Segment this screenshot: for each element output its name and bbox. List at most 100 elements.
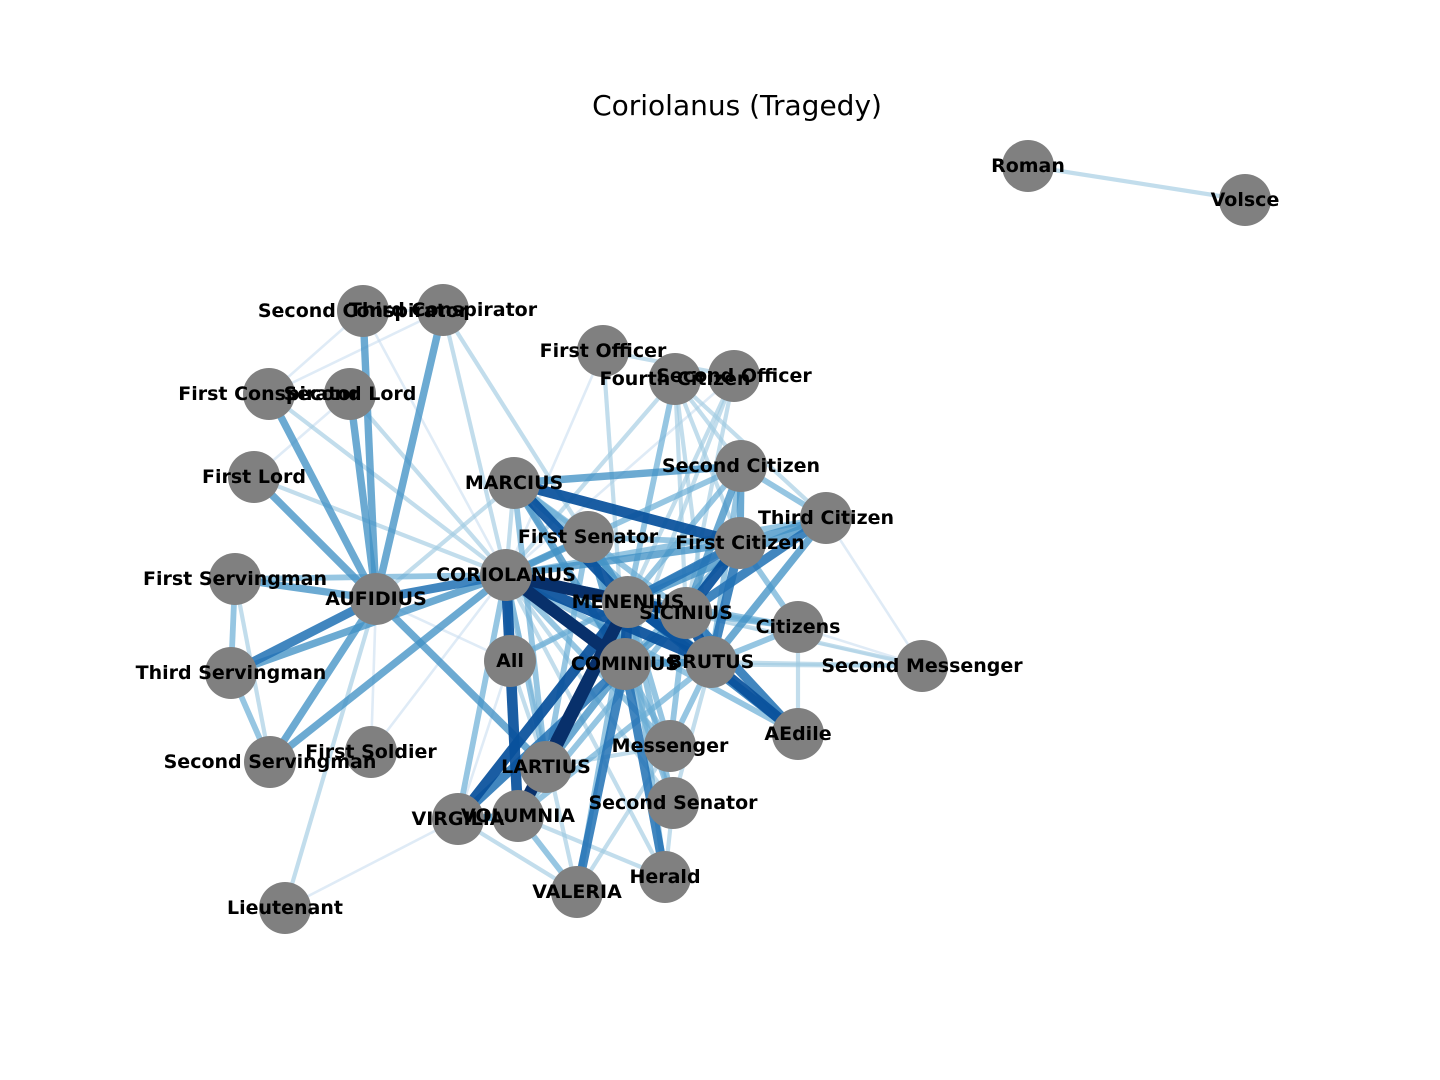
figure-title: Coriolanus (Tragedy) (592, 89, 882, 122)
node-label-aedile: AEdile (764, 723, 831, 745)
edge-all-virgilia (456, 660, 512, 820)
edge-cominius-valeria (572, 663, 630, 893)
edge-coriolanus-volumnia (500, 574, 524, 817)
node-second-citizen (715, 440, 767, 492)
edge-coriolanus-first-lord (253, 475, 507, 577)
node-label-third-citizen: Third Citizen (758, 507, 894, 529)
node-virgilia (432, 793, 484, 845)
node-label-second-servingman: Second Servingman (164, 751, 377, 773)
node-third-servingman (205, 647, 257, 699)
node-lartius (520, 741, 572, 793)
node-menenius (602, 576, 654, 628)
node-citizens (772, 601, 824, 653)
node-valeria (551, 866, 603, 918)
node-label-second-senator: Second Senator (588, 792, 758, 814)
node-label-second-citizen: Second Citizen (662, 455, 820, 477)
edge-marcius-second-citizen (513, 462, 742, 487)
edge-coriolanus-first-citizen (505, 539, 741, 579)
node-label-lieutenant: Lieutenant (227, 897, 343, 919)
node-label-marcius: MARCIUS (465, 472, 563, 494)
edge-brutus-third-citizen (708, 515, 829, 665)
edge-aufidius-third-servingman (228, 594, 379, 678)
node-first-senator (562, 511, 614, 563)
edge-coriolanus-second-conspirator (361, 310, 508, 576)
node-aufidius (350, 573, 402, 625)
node-label-messenger: Messenger (612, 735, 729, 757)
node-messenger (644, 720, 696, 772)
node-label-first-lord: First Lord (202, 466, 306, 488)
edge-menenius-second-citizen (625, 464, 744, 604)
edge-aufidius-third-conspirator (372, 309, 447, 600)
node-label-volumnia: VOLUMNIA (461, 805, 575, 827)
edge-valeria-messenger (575, 744, 672, 894)
edge-aufidius-marcius (374, 481, 516, 601)
node-label-menenius: MENENIUS (572, 591, 685, 613)
node-label-first-servingman: First Servingman (143, 568, 327, 590)
node-label-coriolanus: CORIOLANUS (436, 564, 576, 586)
edge-aufidius-second-conspirator (359, 310, 380, 600)
node-aedile (772, 708, 824, 760)
node-cominius (599, 638, 651, 690)
edge-first-conspirator-third-conspirator (268, 308, 444, 396)
node-first-officer (577, 325, 629, 377)
node-label-virgilia: VIRGILIA (412, 808, 505, 830)
node-label-aufidius: AUFIDIUS (325, 588, 427, 610)
node-label-roman: Roman (991, 155, 1065, 177)
edge-sicinius-third-citizen (683, 514, 829, 617)
node-label-first-soldier: First Soldier (305, 741, 437, 763)
node-fourth-citizen (649, 353, 701, 405)
node-second-senator (647, 777, 699, 829)
node-herald (639, 851, 691, 903)
node-coriolanus (480, 549, 532, 601)
node-sicinius (660, 587, 712, 639)
node-label-first-citizen: First Citizen (675, 532, 804, 554)
edge-coriolanus-first-conspirator (267, 392, 508, 577)
edge-coriolanus-second-lord (348, 392, 508, 577)
edge-coriolanus-virgilia (455, 574, 509, 820)
node-all (484, 635, 536, 687)
edge-aufidius-first-lord (251, 474, 379, 602)
node-label-first-senator: First Senator (518, 526, 659, 548)
node-label-all: All (496, 650, 524, 672)
edge-coriolanus-third-conspirator (440, 309, 509, 576)
node-second-officer (708, 350, 760, 402)
edge-aufidius-second-lord (346, 393, 380, 600)
edge-menenius-fourth-citizen (625, 378, 678, 603)
node-second-lord (324, 368, 376, 420)
node-label-second-lord: Second Lord (284, 383, 417, 405)
edge-third-citizen-second-messenger (824, 517, 924, 667)
node-first-lord (228, 451, 280, 503)
node-label-citizens: Citizens (756, 616, 841, 638)
node-label-third-servingman: Third Servingman (136, 662, 327, 684)
node-label-second-messenger: Second Messenger (821, 655, 1023, 677)
edge-aufidius-lieutenant (282, 598, 379, 909)
node-label-fourth-citizen: Fourth Citizen (600, 368, 751, 390)
node-label-sicinius: SICINIUS (639, 602, 733, 624)
node-first-soldier (345, 726, 397, 778)
node-marcius (488, 457, 540, 509)
node-label-third-conspirator: Third Conspirator (349, 299, 538, 321)
node-volsce (1219, 174, 1271, 226)
node-volumnia (492, 790, 544, 842)
node-label-volsce: Volsce (1211, 189, 1280, 211)
edge-first-citizen-fourth-citizen (673, 378, 742, 544)
node-label-herald: Herald (629, 866, 700, 888)
edge-brutus-second-messenger (710, 659, 923, 669)
node-first-servingman (209, 553, 261, 605)
node-layer (205, 140, 1271, 934)
node-label-brutus: BRUTUS (668, 651, 755, 673)
node-third-citizen (800, 492, 852, 544)
node-second-messenger (896, 640, 948, 692)
edge-coriolanus-third-servingman (229, 571, 508, 677)
edge-coriolanus-second-servingman (267, 572, 509, 765)
node-lieutenant (259, 882, 311, 934)
node-third-conspirator (417, 284, 469, 336)
node-label-lartius: LARTIUS (501, 756, 591, 778)
node-roman (1002, 140, 1054, 192)
node-label-valeria: VALERIA (532, 881, 622, 903)
node-label-second-conspirator: Second Conspirator (258, 300, 469, 322)
edge-cominius-herald (620, 663, 670, 878)
node-label-second-officer: Second Officer (656, 365, 812, 387)
